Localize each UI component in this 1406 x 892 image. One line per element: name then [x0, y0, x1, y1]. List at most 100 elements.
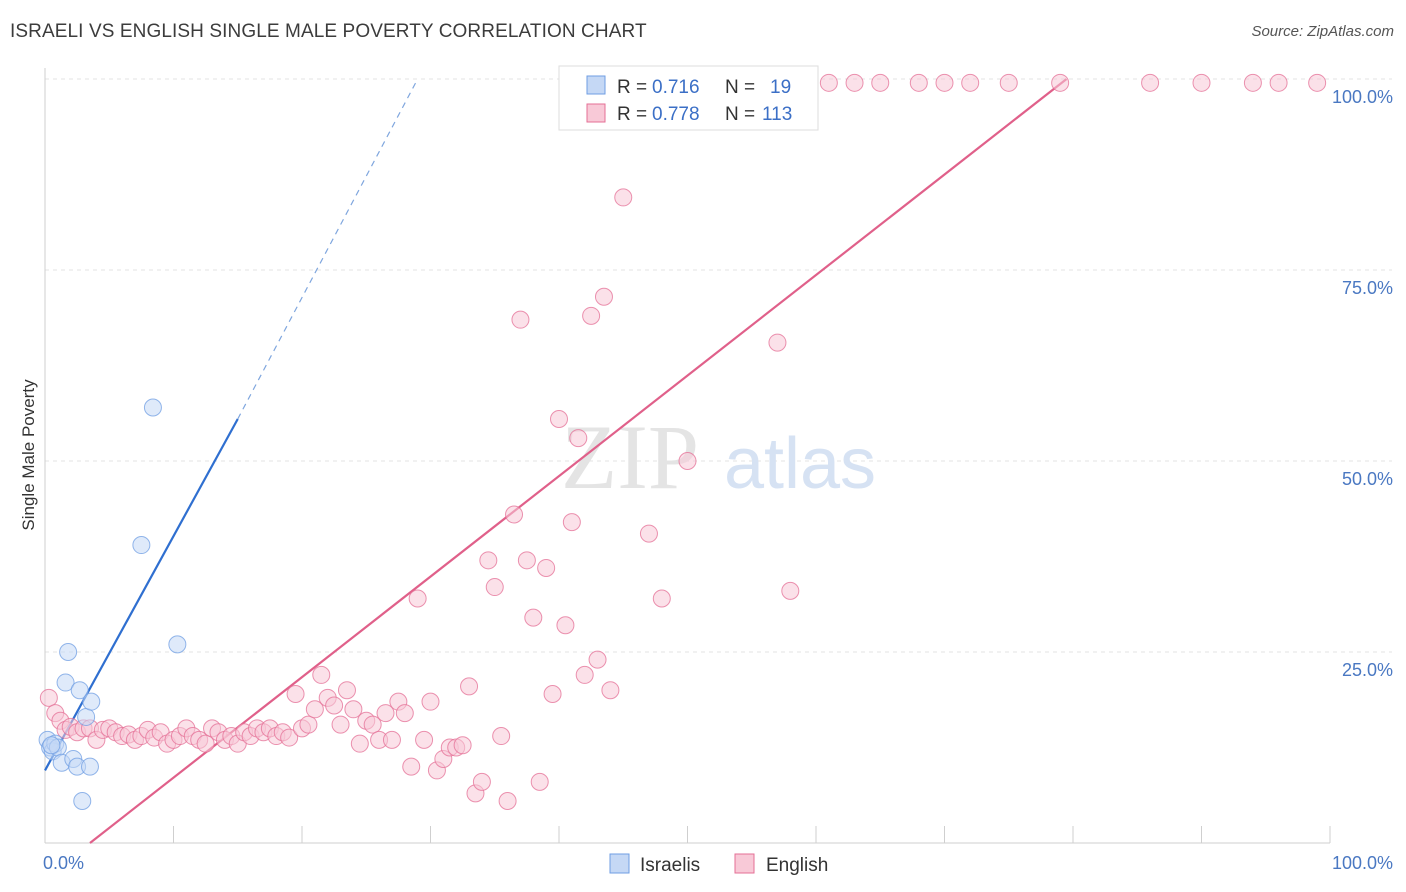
english-point: [299, 715, 318, 734]
legend-english-label: English: [766, 855, 828, 876]
english-point: [524, 608, 543, 627]
english-point: [909, 73, 928, 92]
english-point: [543, 685, 562, 704]
english-point: [652, 589, 671, 608]
stats-legend: R = 0.716 N = 19 R = 0.778 N = 113: [558, 65, 819, 131]
english-point: [382, 730, 401, 749]
israelis-point: [73, 791, 92, 810]
english-point: [639, 524, 658, 543]
israelis-point: [56, 673, 75, 692]
english-point: [344, 700, 363, 719]
english-point: [395, 704, 414, 723]
english-point: [871, 73, 890, 92]
english-point: [415, 730, 434, 749]
data-points: [38, 73, 1327, 810]
english-point: [1192, 73, 1211, 92]
watermark-atlas: atlas: [724, 424, 876, 504]
english-point: [1308, 73, 1327, 92]
israelis-point: [168, 635, 187, 654]
israelis-point: [80, 757, 99, 776]
israelis-point: [70, 681, 89, 700]
english-point: [601, 681, 620, 700]
israelis-point: [59, 643, 78, 661]
english-r-label: R =: [617, 104, 647, 125]
english-trend-line: [89, 78, 1068, 844]
english-point: [331, 715, 350, 734]
israelis-r-value: 0.716: [652, 77, 700, 98]
english-point: [845, 73, 864, 92]
source-label: Source: ZipAtlas.com: [1251, 23, 1394, 40]
israelis-point: [42, 736, 61, 755]
english-point: [1051, 73, 1070, 92]
english-point: [582, 306, 601, 325]
english-point: [312, 665, 331, 684]
english-point: [472, 772, 491, 791]
y-axis-label: Single Male Poverty: [19, 379, 38, 531]
english-point: [768, 333, 787, 352]
english-point: [961, 73, 980, 92]
bottom-legend: Israelis English: [609, 853, 828, 876]
israelis-n-label: N =: [725, 77, 755, 98]
english-point: [337, 681, 356, 700]
english-point: [376, 704, 395, 723]
israelis-trend-extension: [237, 78, 419, 420]
english-point: [678, 452, 697, 470]
legend-israelis-swatch: [609, 853, 630, 874]
english-point: [485, 578, 504, 597]
english-point: [537, 558, 556, 577]
english-point: [575, 665, 594, 684]
english-point: [453, 736, 472, 755]
english-point: [511, 310, 530, 329]
x-tick-label: 0.0%: [43, 853, 84, 873]
israelis-point: [132, 536, 151, 555]
english-point: [350, 734, 369, 753]
tick-labels: 25.0% 50.0% 75.0% 100.0% 0.0% 100.0%: [43, 87, 1393, 873]
english-point: [562, 513, 581, 532]
english-r-value: 0.778: [652, 104, 700, 125]
israelis-trend-line: [44, 418, 239, 771]
english-n-value: 113: [762, 104, 792, 125]
y-tick-label: 100.0%: [1332, 87, 1393, 107]
english-point: [781, 581, 800, 600]
english-point: [286, 685, 305, 704]
english-point: [280, 728, 299, 747]
english-point: [460, 677, 479, 696]
israelis-r-label: R =: [617, 77, 647, 98]
english-point: [588, 650, 607, 669]
english-point: [569, 429, 588, 448]
axes: [44, 68, 1331, 844]
english-point: [325, 696, 344, 715]
english-point: [363, 715, 382, 734]
english-point: [196, 734, 215, 753]
english-point: [492, 727, 511, 746]
english-point: [819, 73, 838, 92]
x-tick-label: 100.0%: [1332, 853, 1393, 873]
y-tick-label: 25.0%: [1342, 660, 1393, 680]
english-point: [402, 757, 421, 776]
trend-lines: [44, 78, 1068, 844]
english-point: [550, 409, 568, 428]
english-point: [408, 589, 427, 608]
y-tick-label: 75.0%: [1342, 278, 1393, 298]
english-point: [305, 700, 324, 719]
english-n-label: N =: [725, 104, 755, 125]
israelis-n-value: 19: [770, 77, 791, 98]
english-point: [479, 551, 498, 570]
english-point: [999, 73, 1018, 92]
english-point: [517, 551, 536, 570]
y-tick-label: 50.0%: [1342, 469, 1393, 489]
israelis-point: [143, 398, 162, 417]
english-point: [421, 692, 440, 711]
english-point: [498, 791, 517, 810]
english-point: [39, 688, 58, 707]
english-point: [530, 772, 549, 791]
english-point: [1141, 73, 1160, 92]
chart-title: ISRAELI VS ENGLISH SINGLE MALE POVERTY C…: [10, 21, 647, 42]
israelis-swatch: [586, 75, 606, 95]
english-swatch: [586, 103, 606, 123]
english-point: [614, 188, 633, 207]
israelis-point: [82, 692, 101, 711]
english-point: [556, 616, 575, 635]
english-point: [594, 287, 613, 306]
